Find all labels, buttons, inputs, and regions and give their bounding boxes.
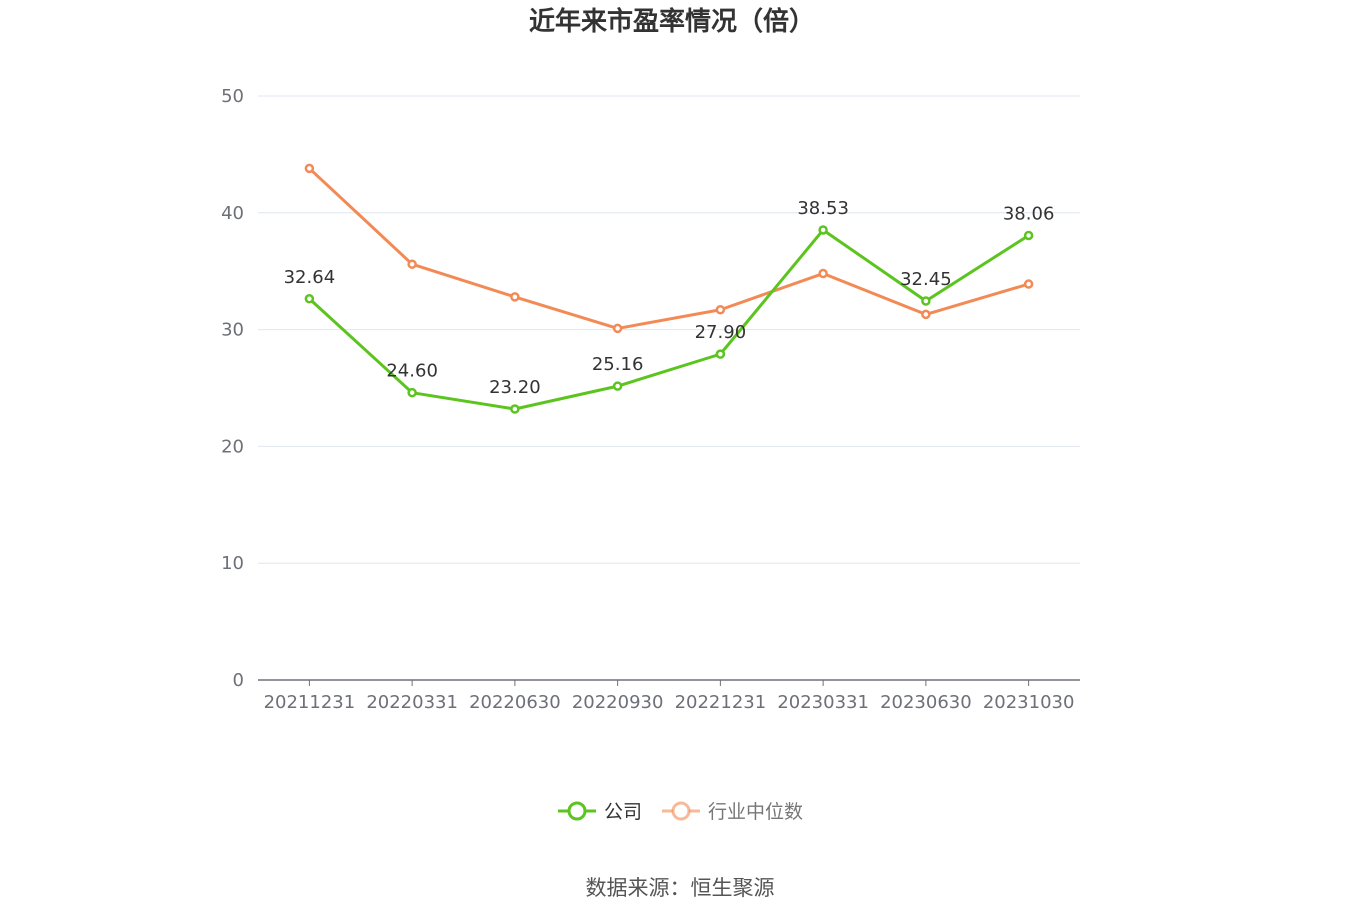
y-tick-label: 50	[221, 86, 244, 107]
data-label: 32.45	[900, 269, 952, 290]
legend-label: 行业中位数	[708, 801, 803, 823]
data-label: 38.06	[1003, 203, 1055, 224]
data-point[interactable]	[510, 404, 520, 414]
x-tick-label: 20230331	[777, 692, 869, 713]
data-point[interactable]	[921, 296, 931, 306]
data-point[interactable]	[921, 309, 931, 320]
legend[interactable]: 公司 行业中位数	[558, 801, 803, 823]
data-point[interactable]	[510, 292, 520, 302]
x-tick-label: 20220630	[469, 692, 561, 713]
data-point[interactable]	[407, 387, 417, 398]
data-point[interactable]	[612, 381, 623, 391]
y-tick-label: 20	[221, 436, 244, 457]
y-tick-label: 30	[221, 320, 244, 341]
x-tick-label: 20211231	[264, 692, 356, 713]
chart-title: 近年来市盈率情况（倍）	[529, 6, 815, 37]
y-tick-label: 0	[233, 670, 244, 691]
data-point[interactable]	[407, 259, 417, 269]
legend-item-1[interactable]: 行业中位数	[662, 801, 803, 823]
series-line-0	[308, 228, 1030, 411]
source-note: 数据来源：恒生聚源	[586, 876, 775, 900]
data-point[interactable]	[1023, 279, 1034, 289]
data-label: 24.60	[386, 361, 438, 382]
legend-label: 公司	[604, 801, 642, 823]
x-tick-label: 20220331	[366, 692, 458, 713]
legend-marker	[671, 801, 691, 821]
data-label: 25.16	[592, 354, 644, 375]
x-tick-label: 20230630	[880, 692, 972, 713]
data-label: 27.90	[695, 322, 747, 343]
data-label: 38.53	[797, 198, 849, 219]
x-tick-label: 20220930	[572, 692, 664, 713]
y-tick-label: 10	[221, 553, 244, 574]
x-tick-label: 20231030	[983, 692, 1075, 713]
data-point[interactable]	[612, 323, 623, 334]
legend-marker	[567, 801, 587, 821]
data-point[interactable]	[715, 304, 726, 315]
y-tick-label: 40	[221, 203, 244, 224]
series-line-1	[308, 167, 1030, 330]
data-label: 23.20	[489, 377, 541, 398]
data-label: 32.64	[284, 267, 336, 288]
data-point[interactable]	[818, 225, 828, 235]
data-point[interactable]	[818, 268, 828, 279]
data-labels: 32.64 24.60 23.20 25.16 27.90 38.53 32.45 38.06	[284, 198, 1055, 398]
data-point[interactable]	[715, 349, 726, 359]
data-point[interactable]	[304, 163, 315, 174]
axes: 0 10 20 30 40 50 20211231 20220331 20220630 20220…	[221, 86, 1080, 713]
legend-item-0[interactable]: 公司	[558, 801, 642, 823]
series	[304, 163, 1034, 414]
x-tick-label: 20221231	[675, 692, 767, 713]
grid	[258, 95, 1080, 564]
data-point[interactable]	[304, 294, 315, 304]
data-point[interactable]	[1023, 230, 1034, 241]
